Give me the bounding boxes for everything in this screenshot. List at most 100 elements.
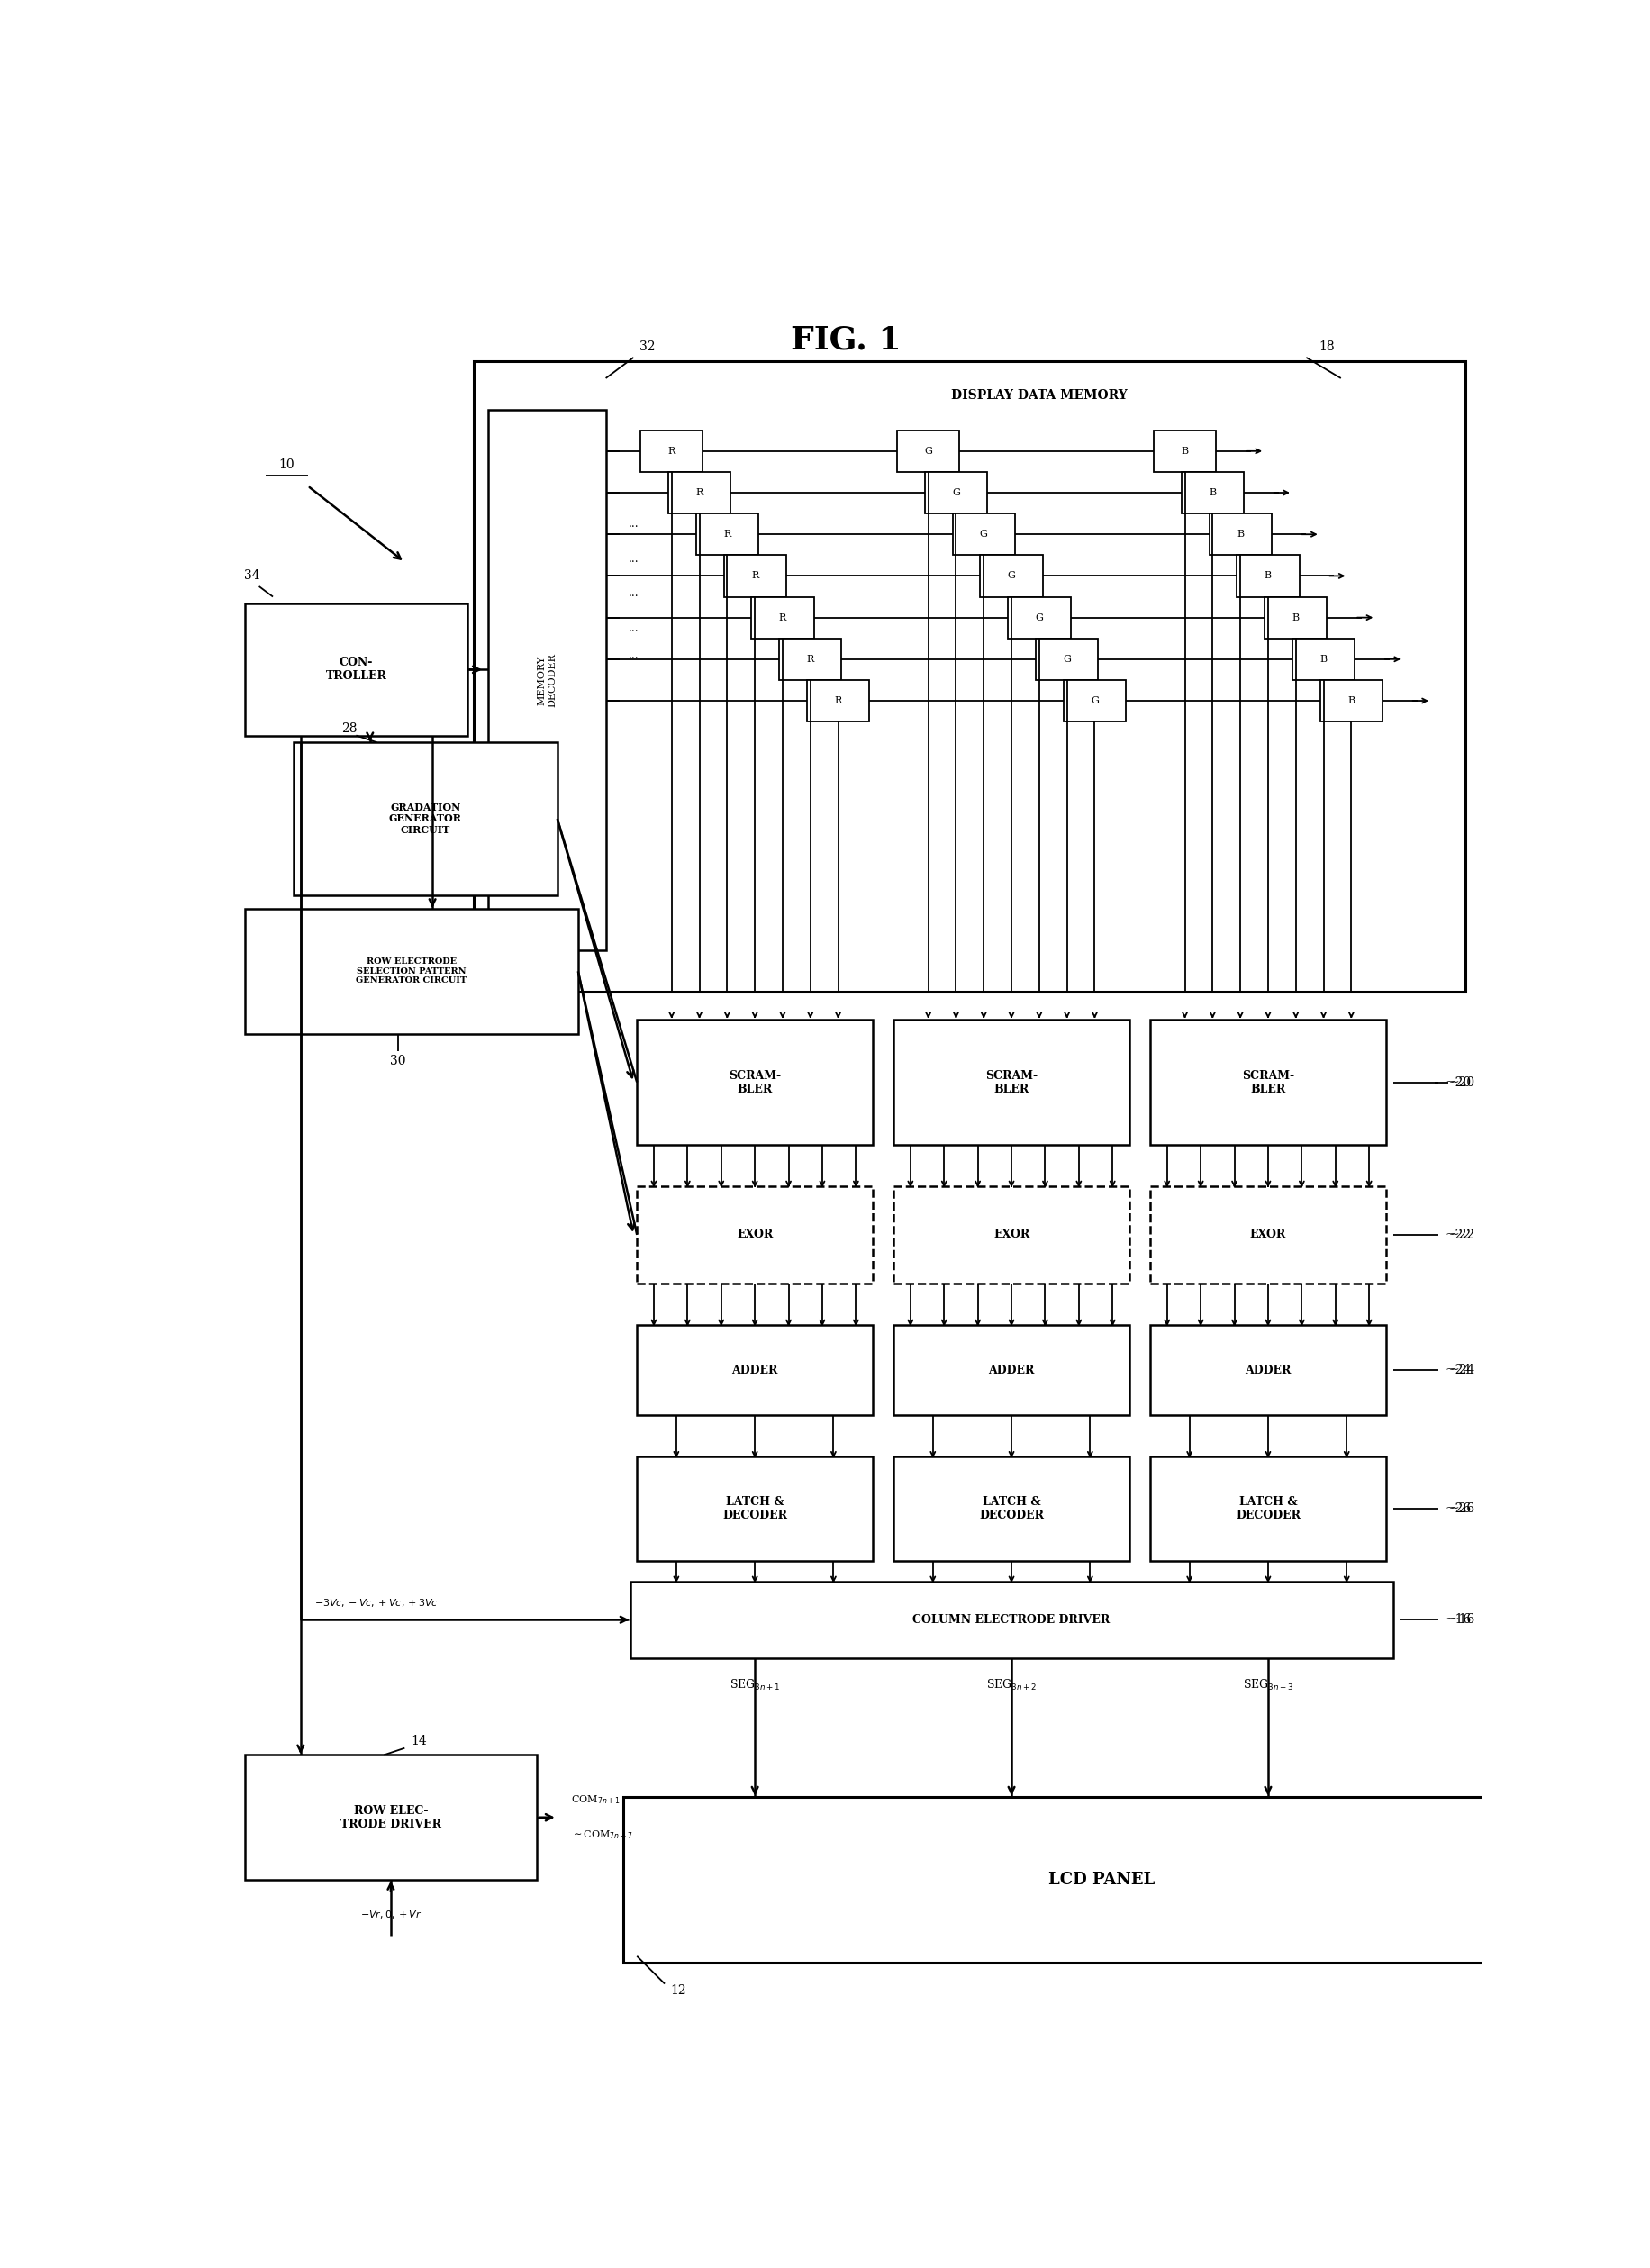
Bar xyxy=(807,680,870,721)
Text: SCRAM-
BLER: SCRAM- BLER xyxy=(728,1070,780,1095)
Bar xyxy=(779,637,842,680)
Bar xyxy=(980,556,1043,596)
Bar xyxy=(1008,596,1069,637)
Bar xyxy=(637,1021,873,1145)
Text: ···: ··· xyxy=(629,522,639,533)
Text: FIG. 1: FIG. 1 xyxy=(790,324,901,356)
Bar xyxy=(668,472,731,513)
Bar xyxy=(893,1325,1129,1415)
Bar xyxy=(723,556,785,596)
Text: MEMORY
DECODER: MEMORY DECODER xyxy=(536,653,556,708)
Bar xyxy=(896,431,959,472)
Text: B: B xyxy=(1346,696,1355,705)
Text: R: R xyxy=(751,572,759,581)
Text: 10: 10 xyxy=(279,458,295,472)
Text: COLUMN ELECTRODE DRIVER: COLUMN ELECTRODE DRIVER xyxy=(912,1615,1109,1626)
Text: ROW ELECTRODE
SELECTION PATTERN
GENERATOR CIRCUIT: ROW ELECTRODE SELECTION PATTERN GENERATO… xyxy=(356,957,467,984)
Text: ~22: ~22 xyxy=(1444,1229,1470,1241)
Text: R: R xyxy=(695,488,703,497)
Text: B: B xyxy=(1320,655,1327,665)
Text: G: G xyxy=(1006,572,1015,581)
Text: R: R xyxy=(723,531,731,540)
Bar xyxy=(1035,637,1097,680)
Text: R: R xyxy=(779,612,785,621)
Text: ROW ELEC-
TRODE DRIVER: ROW ELEC- TRODE DRIVER xyxy=(340,1805,441,1830)
Text: SEG$_{3n+3}$: SEG$_{3n+3}$ xyxy=(1242,1678,1294,1692)
Bar xyxy=(1181,472,1242,513)
Bar xyxy=(1236,556,1299,596)
Bar xyxy=(622,1796,1579,1964)
Bar xyxy=(1063,680,1125,721)
Text: GRADATION
GENERATOR
CIRCUIT: GRADATION GENERATOR CIRCUIT xyxy=(389,803,462,835)
Text: SEG$_{3n+1}$: SEG$_{3n+1}$ xyxy=(729,1678,780,1692)
Bar xyxy=(1150,1186,1386,1284)
Bar xyxy=(1153,431,1216,472)
Text: $-Vr,0,+Vr$: $-Vr,0,+Vr$ xyxy=(360,1910,421,1921)
Text: DISPLAY DATA MEMORY: DISPLAY DATA MEMORY xyxy=(950,390,1127,401)
Text: ~26: ~26 xyxy=(1447,1501,1473,1515)
Bar xyxy=(637,1186,873,1284)
Text: ~26: ~26 xyxy=(1444,1501,1470,1515)
Bar xyxy=(637,1325,873,1415)
Bar xyxy=(1320,680,1381,721)
Text: ···: ··· xyxy=(629,626,639,637)
Bar xyxy=(1264,596,1327,637)
Bar xyxy=(952,513,1015,556)
Text: 14: 14 xyxy=(411,1735,426,1746)
Bar xyxy=(1150,1325,1386,1415)
Text: G: G xyxy=(978,531,987,540)
Bar xyxy=(893,1186,1129,1284)
Bar xyxy=(474,361,1465,991)
Bar xyxy=(246,909,577,1034)
Text: CON-
TROLLER: CON- TROLLER xyxy=(325,658,386,683)
Text: SCRAM-
BLER: SCRAM- BLER xyxy=(985,1070,1038,1095)
Text: ~16: ~16 xyxy=(1444,1613,1470,1626)
Text: ~24: ~24 xyxy=(1447,1363,1473,1377)
Text: LATCH &
DECODER: LATCH & DECODER xyxy=(978,1497,1043,1522)
Bar xyxy=(637,1456,873,1560)
Bar xyxy=(246,1755,536,1880)
Text: $\sim$COM$_{7n+7}$: $\sim$COM$_{7n+7}$ xyxy=(571,1828,632,1842)
Text: EXOR: EXOR xyxy=(1249,1229,1285,1241)
Text: G: G xyxy=(1063,655,1071,665)
Text: ~24: ~24 xyxy=(1444,1363,1470,1377)
Bar xyxy=(488,411,606,950)
Text: B: B xyxy=(1292,612,1299,621)
Text: SEG$_{3n+2}$: SEG$_{3n+2}$ xyxy=(985,1678,1036,1692)
Text: G: G xyxy=(924,447,932,456)
Text: R: R xyxy=(833,696,841,705)
Text: B: B xyxy=(1264,572,1270,581)
Text: ···: ··· xyxy=(629,556,639,567)
Text: B: B xyxy=(1180,447,1188,456)
Bar xyxy=(893,1456,1129,1560)
Bar xyxy=(630,1581,1393,1658)
Bar xyxy=(1150,1456,1386,1560)
Bar xyxy=(696,513,757,556)
Bar xyxy=(640,431,703,472)
Text: G: G xyxy=(1035,612,1043,621)
Text: 18: 18 xyxy=(1318,340,1335,354)
Bar xyxy=(1208,513,1270,556)
Text: ~22: ~22 xyxy=(1447,1229,1473,1241)
Bar xyxy=(1292,637,1355,680)
Text: EXOR: EXOR xyxy=(993,1229,1030,1241)
Bar xyxy=(893,1021,1129,1145)
Text: ~20: ~20 xyxy=(1447,1075,1473,1089)
Text: G: G xyxy=(952,488,960,497)
Text: R: R xyxy=(668,447,675,456)
Bar xyxy=(246,603,467,735)
Text: 34: 34 xyxy=(244,569,261,583)
Text: LCD PANEL: LCD PANEL xyxy=(1048,1871,1155,1887)
Bar xyxy=(924,472,987,513)
Text: ADDER: ADDER xyxy=(988,1363,1035,1377)
Text: B: B xyxy=(1236,531,1244,540)
Bar xyxy=(294,742,558,896)
Text: EXOR: EXOR xyxy=(736,1229,772,1241)
Text: ···: ··· xyxy=(629,653,639,665)
Bar xyxy=(751,596,813,637)
Text: SCRAM-
BLER: SCRAM- BLER xyxy=(1241,1070,1294,1095)
Text: B: B xyxy=(1208,488,1216,497)
Text: ~20: ~20 xyxy=(1444,1075,1470,1089)
Text: ···: ··· xyxy=(629,592,639,603)
Text: 12: 12 xyxy=(670,1984,686,1998)
